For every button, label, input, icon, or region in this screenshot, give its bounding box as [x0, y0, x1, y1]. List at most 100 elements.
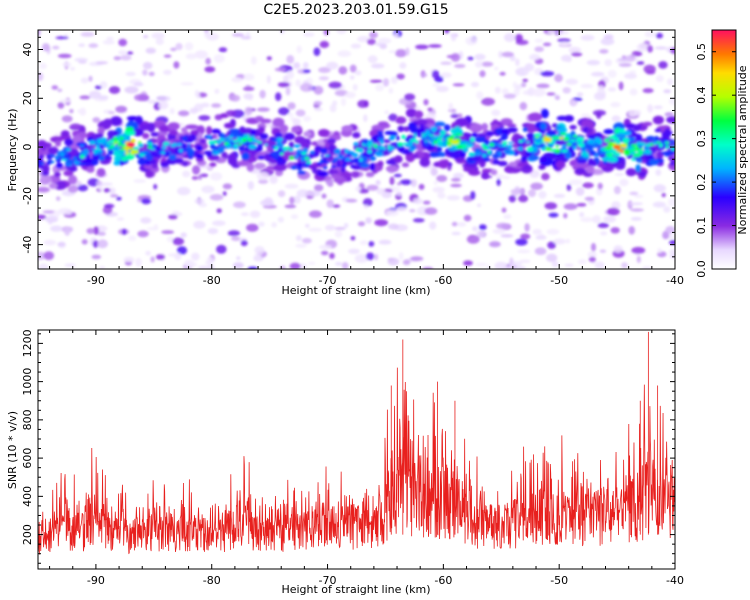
- spectrogram-cell: [386, 159, 397, 165]
- spectrogram-cell: [619, 178, 629, 187]
- spectrogram-cell: [219, 113, 229, 119]
- spectrogram-cell: [155, 38, 164, 45]
- spectrogram-cell: [630, 144, 639, 147]
- spectrogram-cell: [91, 254, 102, 260]
- spectrogram-cell: [440, 72, 452, 78]
- spectrogram-cell: [230, 152, 237, 161]
- spectrogram-cell: [212, 140, 219, 144]
- spectrogram-cell: [303, 62, 309, 69]
- spectrogram-cell: [369, 79, 383, 83]
- spectrogram-cell: [357, 35, 370, 43]
- spectrogram-cell: [365, 142, 374, 146]
- spectrogram-cell: [240, 36, 252, 40]
- spectrogram-cell: [332, 204, 341, 208]
- spectrogram-cell: [658, 143, 663, 148]
- spectrogram-cell: [222, 183, 233, 190]
- spectrogram-cell: [358, 188, 369, 194]
- spectrogram-cell: [106, 36, 114, 41]
- colorbar-tick-label: 0.4: [695, 86, 708, 104]
- spectrogram-y-tick-label: -20: [21, 187, 34, 205]
- spectrogram-cell: [66, 158, 74, 164]
- spectrogram-cell: [388, 113, 398, 122]
- spectrogram-cell: [630, 217, 642, 221]
- spectrogram-cell: [211, 128, 221, 134]
- spectrogram-cell: [54, 171, 61, 178]
- spectrogram-cell: [72, 135, 82, 145]
- spectrogram-cell: [614, 139, 621, 144]
- spectrogram-cell: [258, 179, 269, 184]
- spectrogram-cell: [451, 34, 457, 42]
- spectrogram-cell: [670, 161, 675, 166]
- spectrogram-cell: [541, 172, 550, 181]
- spectrogram-cell: [207, 228, 219, 235]
- spectrogram-cell: [514, 34, 523, 42]
- spectrogram-cell: [379, 139, 385, 145]
- spectrogram-cell: [536, 83, 550, 89]
- spectrogram-cell: [652, 115, 665, 125]
- spectrogram-cell: [69, 109, 74, 114]
- spectrogram-cells: [38, 30, 675, 269]
- spectrogram-cell: [571, 99, 577, 106]
- spectrogram-cell: [449, 151, 462, 159]
- spectrogram-cell: [290, 214, 299, 220]
- spectrogram-cell: [64, 263, 76, 268]
- spectrogram-cell: [653, 105, 663, 110]
- spectrogram-cell: [494, 66, 499, 71]
- spectrogram-cell: [644, 31, 657, 38]
- spectrogram-cell: [508, 195, 516, 203]
- spectrogram-cell: [662, 230, 670, 240]
- spectrogram-cell: [429, 221, 437, 230]
- spectrogram-cell: [64, 138, 74, 147]
- spectrogram-cell: [110, 194, 119, 198]
- spectrogram-cell: [667, 197, 675, 207]
- snr-x-tick-label: -60: [434, 574, 452, 587]
- spectrogram-cell: [170, 143, 176, 148]
- spectrogram-cell: [210, 145, 219, 150]
- spectrogram-cell: [295, 79, 301, 87]
- spectrogram-cell: [357, 99, 369, 108]
- spectrogram-cell: [293, 144, 301, 148]
- spectrogram-cell: [304, 156, 310, 161]
- spectrogram-cell: [93, 150, 98, 154]
- spectrogram-cell: [199, 139, 207, 144]
- spectrogram-cell: [247, 266, 258, 269]
- spectrogram-cell: [288, 148, 294, 152]
- spectrogram-cell: [108, 86, 121, 94]
- spectrogram-x-tick-label: -70: [319, 274, 337, 287]
- spectrogram-cell: [140, 217, 152, 224]
- spectrogram-cell: [208, 141, 214, 145]
- spectrogram-cell: [587, 251, 597, 258]
- spectrogram-cell: [499, 71, 506, 76]
- snr-line: [38, 331, 675, 555]
- spectrogram-cell: [355, 147, 359, 152]
- spectrogram-x-tick-label: -40: [666, 274, 684, 287]
- spectrogram-cell: [417, 134, 423, 138]
- spectrogram-cell: [177, 142, 182, 146]
- spectrogram-cell: [587, 158, 594, 166]
- spectrogram-cell: [644, 151, 652, 155]
- spectrogram-cell: [204, 30, 209, 34]
- spectrogram-cell: [580, 151, 589, 157]
- spectrogram-cell: [492, 153, 500, 159]
- spectrogram-cell: [492, 159, 500, 165]
- spectrogram-cell: [254, 246, 265, 255]
- spectrogram-cell: [196, 145, 203, 152]
- spectrogram-cell: [97, 95, 109, 100]
- spectrogram-cell: [377, 37, 392, 44]
- spectrogram-cell: [113, 141, 118, 145]
- spectrogram-cell: [284, 183, 299, 189]
- spectrogram-cell: [38, 214, 47, 220]
- spectrogram-cell: [79, 95, 91, 100]
- spectrogram-cell: [504, 33, 516, 42]
- spectrogram-cell: [167, 122, 180, 131]
- spectrogram-cell: [87, 178, 100, 187]
- spectrogram-cell: [563, 136, 570, 142]
- spectrogram-cell: [285, 86, 291, 96]
- spectrogram-cell: [480, 144, 484, 147]
- spectrogram-cell: [248, 144, 257, 150]
- spectrogram-cell: [170, 47, 177, 52]
- spectrogram-cell: [256, 171, 269, 181]
- spectrogram-cell: [182, 170, 191, 178]
- spectrogram-cell: [251, 56, 257, 65]
- spectrogram-cell: [266, 56, 272, 61]
